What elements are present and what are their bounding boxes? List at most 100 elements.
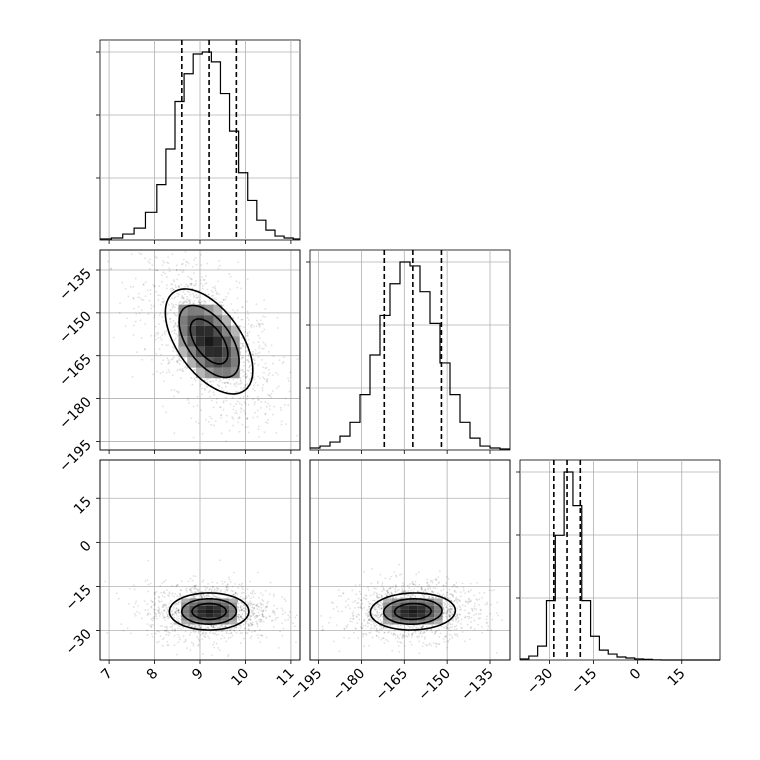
sample-point bbox=[201, 632, 204, 635]
sample-point bbox=[491, 589, 494, 592]
sample-point bbox=[262, 615, 265, 618]
sample-point bbox=[365, 594, 368, 597]
sample-point bbox=[384, 593, 387, 595]
sample-point bbox=[121, 281, 124, 284]
sample-point bbox=[259, 602, 262, 605]
sample-point bbox=[177, 609, 179, 612]
sample-point bbox=[378, 604, 381, 607]
sample-point bbox=[157, 610, 159, 613]
sample-point bbox=[391, 586, 394, 589]
sample-point bbox=[197, 630, 200, 633]
sample-point bbox=[449, 615, 451, 618]
sample-point bbox=[163, 596, 166, 598]
sample-point bbox=[186, 290, 189, 293]
sample-point bbox=[143, 600, 146, 603]
sample-point bbox=[187, 580, 190, 583]
sample-point bbox=[411, 633, 414, 635]
sample-point bbox=[458, 600, 461, 603]
sample-point bbox=[473, 594, 476, 597]
sample-point bbox=[456, 635, 459, 638]
sample-point bbox=[247, 404, 250, 406]
density-cell bbox=[204, 357, 214, 368]
sample-point bbox=[370, 626, 373, 629]
sample-point bbox=[397, 645, 400, 647]
sample-point bbox=[212, 294, 215, 297]
y-tick-label-1-4: −135 bbox=[56, 266, 95, 305]
sample-point bbox=[146, 614, 149, 616]
sample-point bbox=[409, 640, 412, 643]
sample-point bbox=[477, 617, 480, 620]
sample-point bbox=[187, 399, 190, 401]
sample-point bbox=[234, 595, 237, 598]
sample-point bbox=[262, 599, 265, 602]
sample-point bbox=[437, 643, 440, 646]
sample-point bbox=[175, 333, 178, 336]
sample-point bbox=[332, 608, 335, 610]
sample-point bbox=[178, 286, 181, 288]
sample-point bbox=[450, 593, 452, 595]
sample-point bbox=[171, 628, 174, 631]
sample-point bbox=[277, 647, 280, 649]
sample-point bbox=[466, 623, 469, 626]
sample-point bbox=[181, 294, 183, 297]
sample-point bbox=[160, 611, 163, 614]
sample-point bbox=[234, 591, 237, 594]
sample-point bbox=[366, 614, 368, 617]
sample-point bbox=[364, 594, 367, 597]
sample-point bbox=[446, 615, 448, 618]
sample-point bbox=[301, 412, 303, 414]
density-cell bbox=[425, 620, 435, 625]
sample-point bbox=[412, 593, 414, 596]
sample-point bbox=[157, 609, 160, 612]
sample-point bbox=[252, 341, 255, 344]
sample-point bbox=[438, 570, 441, 573]
sample-point bbox=[403, 590, 406, 592]
sample-point bbox=[380, 613, 382, 616]
sample-point bbox=[266, 605, 269, 608]
sample-point bbox=[154, 597, 156, 600]
sample-point bbox=[195, 625, 198, 628]
sample-point bbox=[131, 376, 134, 378]
sample-point bbox=[153, 285, 156, 288]
sample-point bbox=[153, 611, 156, 614]
sample-point bbox=[244, 384, 247, 386]
sample-point bbox=[190, 283, 193, 286]
density-cell bbox=[213, 315, 223, 326]
sample-point bbox=[374, 608, 377, 611]
sample-point bbox=[371, 568, 373, 570]
sample-point bbox=[247, 370, 250, 372]
sample-point bbox=[265, 378, 268, 381]
sample-point bbox=[172, 288, 175, 291]
sample-point bbox=[170, 330, 173, 333]
sample-point bbox=[183, 366, 186, 369]
sample-point bbox=[202, 278, 205, 281]
sample-point bbox=[434, 578, 437, 581]
sample-point bbox=[246, 394, 249, 397]
sample-point bbox=[199, 630, 202, 633]
sample-point bbox=[458, 599, 461, 602]
sample-point bbox=[241, 597, 244, 600]
sample-point bbox=[242, 361, 245, 364]
sample-point bbox=[452, 618, 454, 621]
sample-point bbox=[118, 312, 121, 314]
sample-point bbox=[148, 624, 151, 627]
sample-point bbox=[467, 602, 469, 605]
sample-point bbox=[486, 629, 489, 631]
sample-point bbox=[382, 637, 385, 639]
sample-point bbox=[152, 284, 155, 286]
sample-point bbox=[183, 301, 185, 304]
sample-point bbox=[246, 618, 249, 621]
sample-point bbox=[214, 285, 216, 288]
sample-point bbox=[91, 224, 93, 226]
sample-point bbox=[252, 416, 255, 419]
sample-point bbox=[174, 630, 176, 633]
sample-point bbox=[373, 625, 376, 627]
sample-point bbox=[260, 620, 263, 623]
sample-point bbox=[486, 615, 489, 618]
sample-point bbox=[220, 414, 222, 417]
sample-point bbox=[262, 610, 264, 613]
sample-point bbox=[404, 635, 406, 638]
sample-point bbox=[185, 589, 188, 592]
sample-point bbox=[364, 624, 367, 627]
sample-point bbox=[426, 578, 429, 581]
